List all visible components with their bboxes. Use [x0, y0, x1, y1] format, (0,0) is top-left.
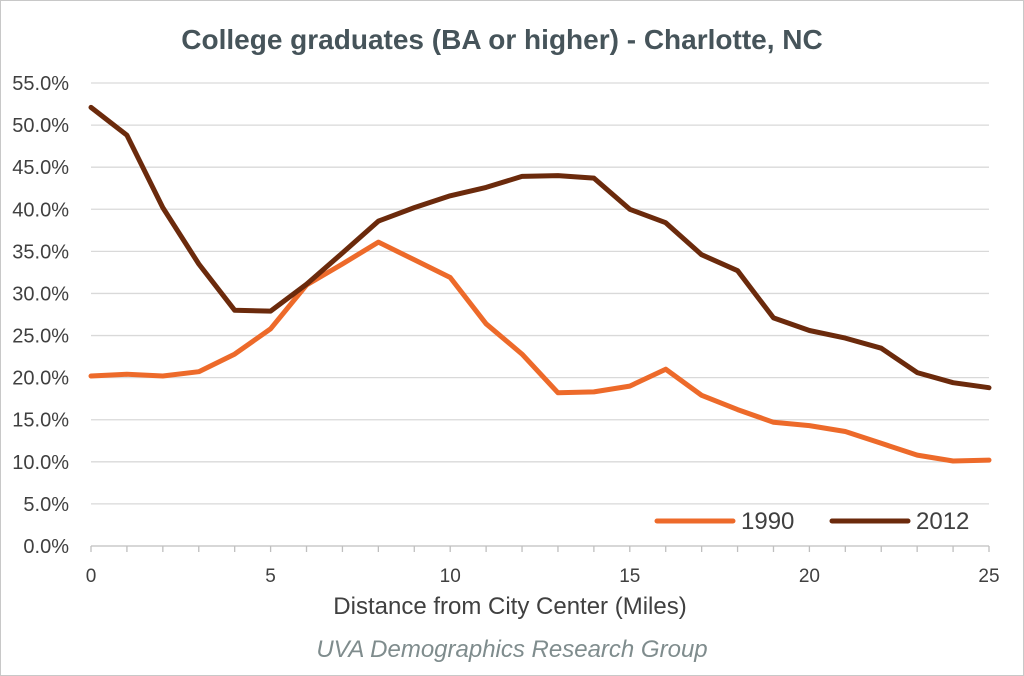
source-caption: UVA Demographics Research Group: [316, 636, 707, 663]
y-tick-label: 5.0%: [23, 494, 69, 516]
chart-title: College graduates (BA or higher) - Charl…: [181, 24, 822, 55]
x-tick-label: 10: [440, 566, 461, 587]
x-tick-label: 15: [619, 566, 640, 587]
y-tick-label: 10.0%: [12, 452, 69, 474]
y-tick-label: 25.0%: [12, 326, 69, 348]
x-tick-label: 0: [86, 566, 97, 587]
y-axis-ticks: 0.0% 5.0% 10.0% 15.0% 20.0% 25.0% 30.0% 35.0% 40…: [12, 73, 69, 558]
x-tick-label: 20: [799, 566, 820, 587]
legend-label-1990: 1990: [741, 508, 794, 535]
x-tick-label: 5: [265, 566, 276, 587]
y-tick-label: 0.0%: [23, 536, 69, 558]
y-tick-label: 30.0%: [12, 283, 69, 305]
gridlines: [91, 82, 989, 505]
legend-label-2012: 2012: [916, 508, 969, 535]
y-tick-label: 45.0%: [12, 157, 69, 179]
legend: 1990 2012: [654, 508, 969, 535]
y-tick-label: 35.0%: [12, 241, 69, 263]
y-tick-label: 50.0%: [12, 115, 69, 137]
y-tick-label: 55.0%: [12, 73, 69, 95]
series-line-1990: [88, 239, 992, 464]
series-line-2012: [88, 104, 992, 391]
x-axis-label: Distance from City Center (Miles): [333, 593, 686, 620]
x-axis: 0 5 10 15 20 25: [86, 545, 1000, 587]
x-tick-label: 25: [978, 566, 999, 587]
y-tick-label: 15.0%: [12, 410, 69, 432]
series-lines: [88, 104, 992, 464]
y-tick-label: 40.0%: [12, 199, 69, 221]
y-tick-label: 20.0%: [12, 368, 69, 390]
